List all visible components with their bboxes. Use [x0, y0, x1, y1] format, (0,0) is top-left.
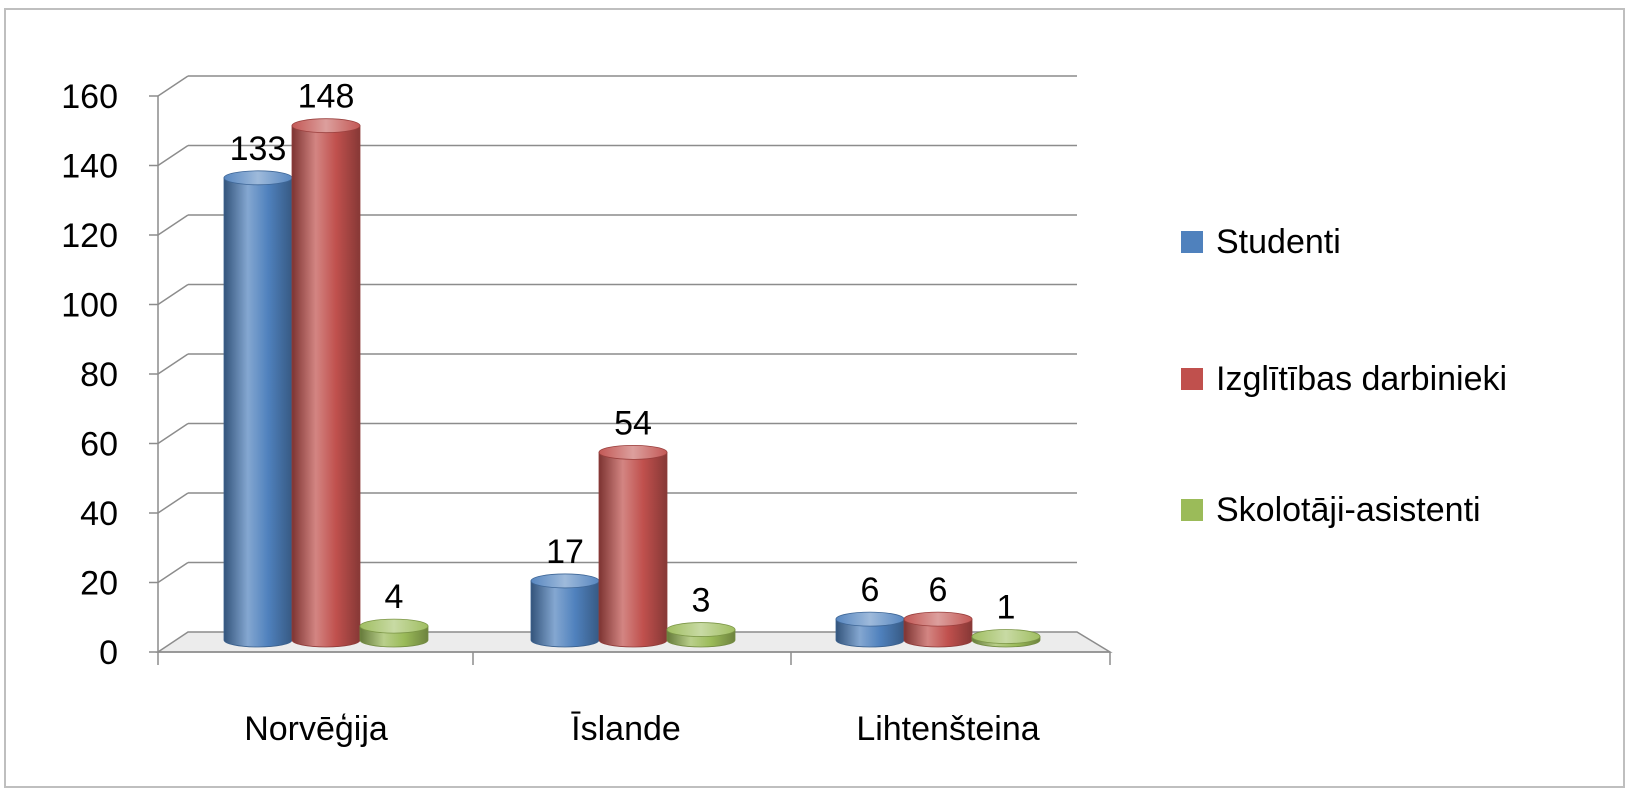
gridline-wall: [157, 561, 189, 584]
legend-label: Izglītības darbinieki: [1216, 360, 1507, 398]
gridline-wall: [157, 75, 189, 97]
bar-izgl-t-bas-darbinieki-0: [291, 118, 361, 648]
bar-studenti-0: [223, 170, 293, 648]
data-label: 4: [385, 578, 404, 616]
y-tick-label: 0: [99, 634, 118, 672]
legend: Studenti Izglītības darbinieki Skolotāji-a…: [1181, 223, 1507, 529]
y-tick-label: 60: [80, 426, 118, 464]
y-tick-label: 120: [61, 217, 118, 255]
y-tick-label: 160: [61, 78, 118, 116]
y-tick-label: 80: [80, 356, 118, 394]
y-tick-label: 20: [80, 565, 118, 603]
bar-studenti-2: [835, 611, 905, 648]
legend-swatch: [1181, 499, 1203, 521]
gridline-wall: [157, 144, 189, 167]
bars: 133 148 4 17 54 3 6 6 1: [223, 78, 1041, 648]
x-category-label: Norvēģija: [244, 710, 388, 748]
gridline-wall: [157, 283, 189, 306]
y-tick-label: 40: [80, 495, 118, 533]
legend-label: Skolotāji-asistenti: [1216, 491, 1481, 529]
legend-swatch: [1181, 231, 1203, 253]
gridline-wall: [157, 422, 189, 445]
data-label: 148: [298, 78, 355, 116]
gridline-wall: [157, 214, 189, 236]
y-tick-label: 100: [61, 287, 118, 325]
gridline-wall: [157, 353, 189, 375]
bar-skolot-ji-asistenti-1: [666, 622, 736, 648]
bar-skolot-ji-asistenti-0: [359, 618, 429, 648]
data-label: 6: [929, 571, 948, 609]
data-label: 3: [692, 582, 711, 620]
bar-izgl-t-bas-darbinieki-1: [598, 444, 668, 648]
gridline-wall: [157, 492, 189, 514]
bar-skolot-ji-asistenti-2: [971, 629, 1041, 648]
data-label: 54: [614, 404, 652, 442]
legend-swatch: [1181, 368, 1203, 390]
bar-izgl-t-bas-darbinieki-2: [903, 611, 973, 648]
data-label: 1: [997, 589, 1016, 627]
y-axis: 0 20 40 60 80 100 120 140 160: [61, 78, 159, 672]
data-label: 6: [861, 571, 880, 609]
x-axis: Norvēģija Īslande Lihtenšteina: [157, 652, 1111, 748]
data-label: 17: [546, 533, 584, 571]
bar-studenti-1: [530, 573, 600, 648]
x-category-label: Lihtenšteina: [856, 710, 1039, 748]
y-tick-label: 140: [61, 148, 118, 186]
data-label: 133: [230, 130, 287, 168]
x-category-label: Īslande: [571, 710, 681, 748]
legend-label: Studenti: [1216, 223, 1341, 261]
